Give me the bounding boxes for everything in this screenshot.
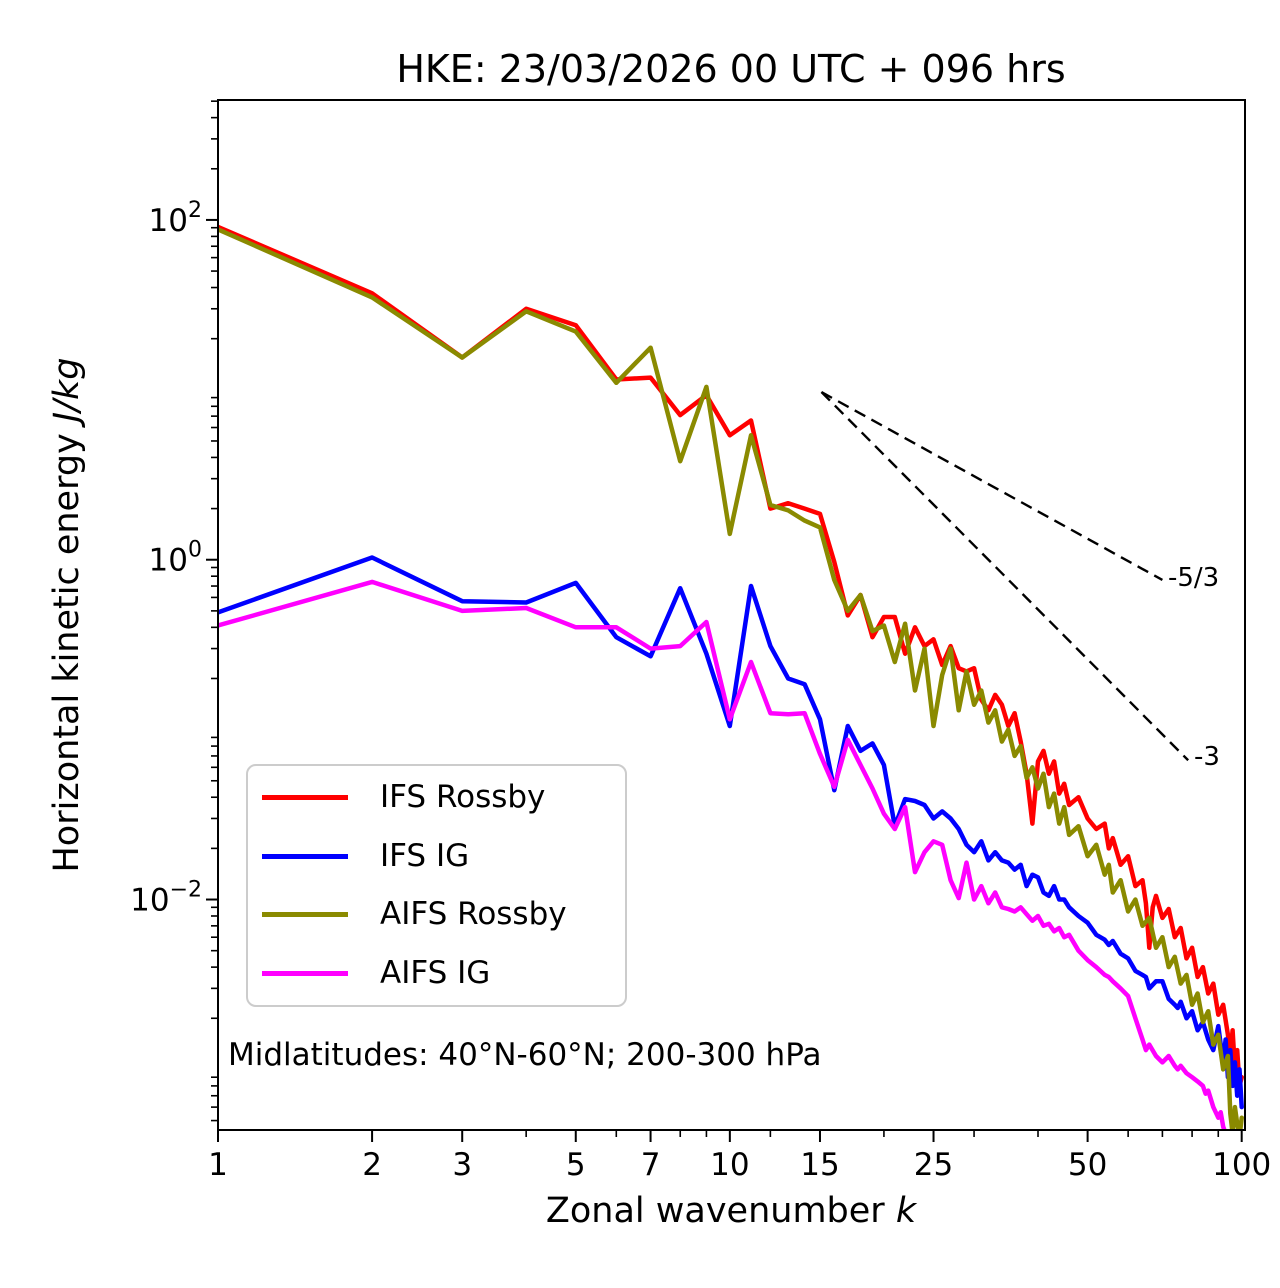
- x-tick-label: 1: [208, 1147, 228, 1183]
- y-tick-label: 10−2: [130, 878, 202, 919]
- x-tick-label: 7: [641, 1147, 661, 1183]
- curve-ifs-ig: [218, 555, 1244, 1110]
- x-tick-label: 3: [452, 1147, 472, 1183]
- slope-line-3: [820, 391, 1190, 762]
- x-tick-label: 25: [914, 1147, 953, 1183]
- chart-title: HKE: 23/03/2026 00 UTC + 096 hrs: [396, 47, 1065, 91]
- legend-swatch-ifs-ig: [262, 853, 348, 859]
- legend: IFS Rossby IFS IG AIFS Rossby AIFS IG: [246, 764, 627, 1007]
- legend-label: IFS Rossby: [380, 779, 546, 816]
- x-tick-label: 2: [362, 1147, 382, 1183]
- legend-label: IFS IG: [380, 837, 470, 874]
- legend-item: IFS IG: [248, 827, 625, 885]
- y-axis-label: Horizontal kinetic energy J/kg: [47, 357, 87, 872]
- plot-frame: [217, 99, 1246, 1131]
- slope-label-3: -3: [1194, 742, 1220, 772]
- data-curves: [218, 224, 1244, 1130]
- x-tick-label: 10: [710, 1147, 749, 1183]
- region-annotation: Midlatitudes: 40°N-60°N; 200-300 hPa: [228, 1037, 822, 1073]
- slope-label-53: -5/3: [1168, 563, 1219, 593]
- legend-item: IFS Rossby: [248, 769, 625, 827]
- legend-item: AIFS Rossby: [248, 886, 625, 944]
- legend-item: AIFS IG: [248, 944, 625, 1002]
- curve-aifs-rossby: [218, 227, 1244, 1130]
- curve-aifs-ig: [218, 579, 1227, 1130]
- legend-label: AIFS Rossby: [380, 896, 567, 933]
- legend-swatch-aifs-rossby: [262, 912, 348, 918]
- legend-swatch-ifs-rossby: [262, 795, 348, 801]
- x-tick-label: 5: [566, 1147, 586, 1183]
- x-tick-label: 15: [800, 1147, 839, 1183]
- slope-line-53: [820, 391, 1163, 582]
- legend-label: AIFS IG: [380, 954, 491, 991]
- reference-slope-lines: [820, 391, 1190, 762]
- axis-tick-labels: 1 2 3 5 7 10 15 25 50 100 102 100 10−2: [130, 198, 1271, 1183]
- y-tick-label: 102: [149, 198, 202, 239]
- curve-ifs-rossby: [218, 224, 1244, 1089]
- axis-ticks: [206, 100, 1243, 1142]
- x-axis-label: Zonal wavenumber k: [546, 1191, 918, 1231]
- x-tick-label: 50: [1068, 1147, 1107, 1183]
- y-tick-label: 100: [149, 538, 202, 579]
- legend-swatch-aifs-ig: [262, 970, 348, 976]
- x-tick-label: 100: [1212, 1147, 1271, 1183]
